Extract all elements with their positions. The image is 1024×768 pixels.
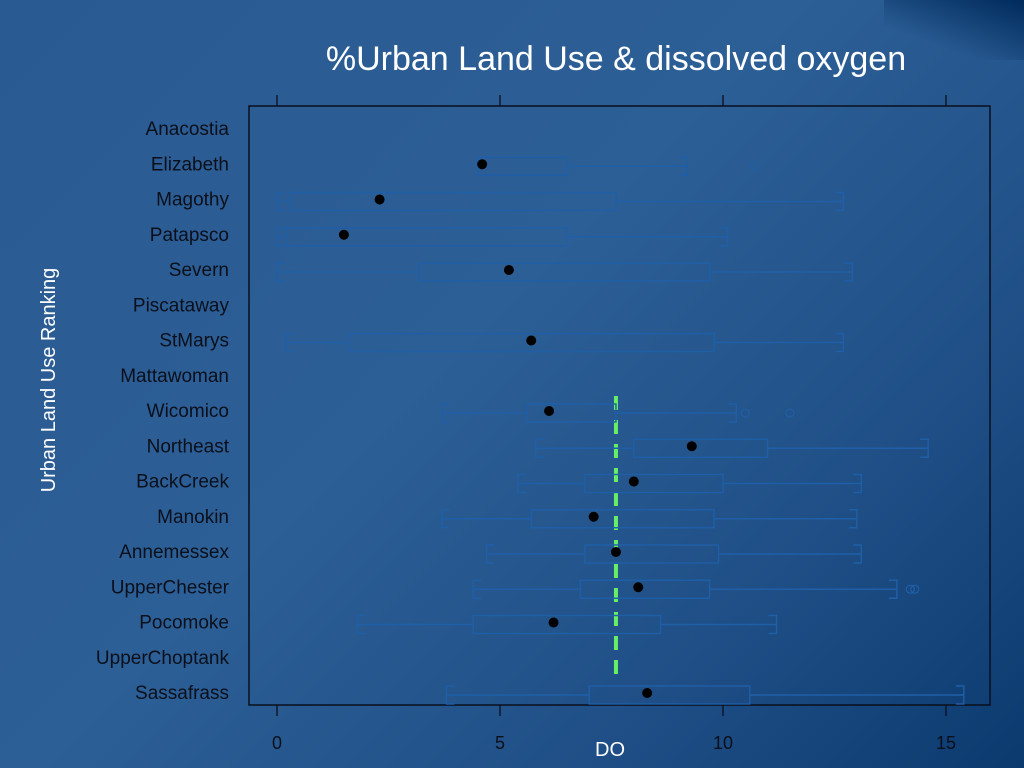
- x-tick-label: 15: [936, 733, 956, 753]
- category-label: Manokin: [157, 507, 229, 528]
- median-dot: [338, 229, 349, 240]
- whisker-cap-low: [276, 262, 285, 282]
- iqr-box: [472, 614, 662, 635]
- median-dot: [503, 265, 514, 275]
- iqr-box: [347, 332, 715, 353]
- median-dot: [610, 547, 621, 557]
- whisker-cap-high: [888, 579, 898, 599]
- whisker-cap-high: [853, 473, 862, 494]
- category-label: Piscataway: [133, 295, 230, 316]
- whisker-cap-high: [679, 156, 689, 176]
- median-dot: [642, 688, 653, 698]
- iqr-box: [289, 191, 617, 212]
- iqr-box: [584, 473, 724, 494]
- whisker-cap-low: [445, 685, 455, 705]
- median-dot: [477, 159, 488, 170]
- outlier-point: [910, 584, 920, 594]
- iqr-box: [285, 227, 568, 247]
- iqr-box: [633, 438, 769, 458]
- whisker-cap-low: [517, 473, 526, 494]
- median-dot: [628, 476, 639, 487]
- category-label: Patapsco: [150, 225, 229, 246]
- whisker-cap-high: [719, 227, 729, 247]
- whisker-cap-low: [276, 191, 285, 212]
- category-label: StMarys: [159, 331, 229, 352]
- plot-frame: [248, 105, 991, 706]
- iqr-box: [419, 262, 711, 282]
- median-dot: [544, 406, 555, 416]
- iqr-box: [526, 403, 617, 423]
- corner-shade: [884, 0, 1024, 60]
- iqr-box: [584, 544, 720, 564]
- category-label: Mattawoman: [120, 366, 229, 387]
- x-tick-label: 10: [713, 733, 733, 753]
- whisker-cap-high: [728, 403, 738, 423]
- chart-title: %Urban Land Use & dissolved oxygen: [326, 40, 906, 78]
- iqr-box: [588, 685, 751, 705]
- y-axis-title: Urban Land Use Ranking: [38, 268, 60, 493]
- whisker-cap-high: [835, 332, 845, 353]
- whisker-cap-high: [848, 509, 858, 529]
- median-dot: [686, 441, 697, 452]
- whisker-cap-low: [285, 332, 294, 353]
- median-dot: [526, 335, 537, 346]
- iqr-box: [477, 156, 568, 176]
- whisker-cap-low: [472, 579, 482, 599]
- x-axis-ticks: 0 5 10 15: [272, 95, 956, 753]
- outlier-point: [749, 161, 759, 171]
- boxes-layer: [276, 156, 965, 705]
- whisker-cap-high: [920, 438, 929, 458]
- whisker-cap-low: [441, 403, 451, 423]
- category-label: Wicomico: [147, 401, 229, 422]
- median-dot: [548, 617, 559, 628]
- whisker-cap-high: [853, 544, 862, 564]
- x-tick-label: 5: [495, 733, 505, 753]
- whisker-cap-high: [844, 262, 854, 282]
- whisker-cap-low: [485, 544, 495, 564]
- outlier-point: [785, 408, 795, 418]
- category-label: BackCreek: [136, 472, 229, 493]
- category-label: UpperChester: [111, 577, 230, 598]
- iqr-box: [530, 509, 715, 529]
- x-axis-title: DO: [595, 739, 625, 761]
- median-dot: [633, 582, 644, 593]
- whisker-cap-high: [955, 685, 965, 705]
- whisker-cap-low: [441, 509, 451, 529]
- outlier-point: [905, 584, 915, 594]
- whisker-cap-high: [835, 191, 845, 212]
- category-label: Sassafrass: [135, 683, 229, 704]
- whisker-cap-low: [534, 438, 544, 458]
- whisker-cap-high: [768, 614, 778, 635]
- x-tick-label: 0: [272, 733, 282, 753]
- outlier-point: [740, 408, 750, 418]
- category-label: Northeast: [147, 436, 230, 457]
- category-label: Anacostia: [146, 119, 230, 140]
- category-label: Pocomoke: [139, 613, 229, 634]
- category-label: Elizabeth: [151, 154, 229, 175]
- median-dot: [588, 511, 599, 522]
- whisker-cap-low: [356, 614, 366, 635]
- category-label: Annemessex: [119, 542, 229, 563]
- iqr-box: [579, 579, 711, 599]
- category-labels: Anacostia Elizabeth Magothy Patapsco Severn P…: [96, 119, 230, 704]
- median-dot: [374, 194, 385, 205]
- whisker-cap-low: [276, 227, 285, 247]
- category-label: UpperChoptank: [96, 648, 230, 669]
- category-label: Magothy: [156, 190, 229, 211]
- category-label: Severn: [169, 260, 229, 281]
